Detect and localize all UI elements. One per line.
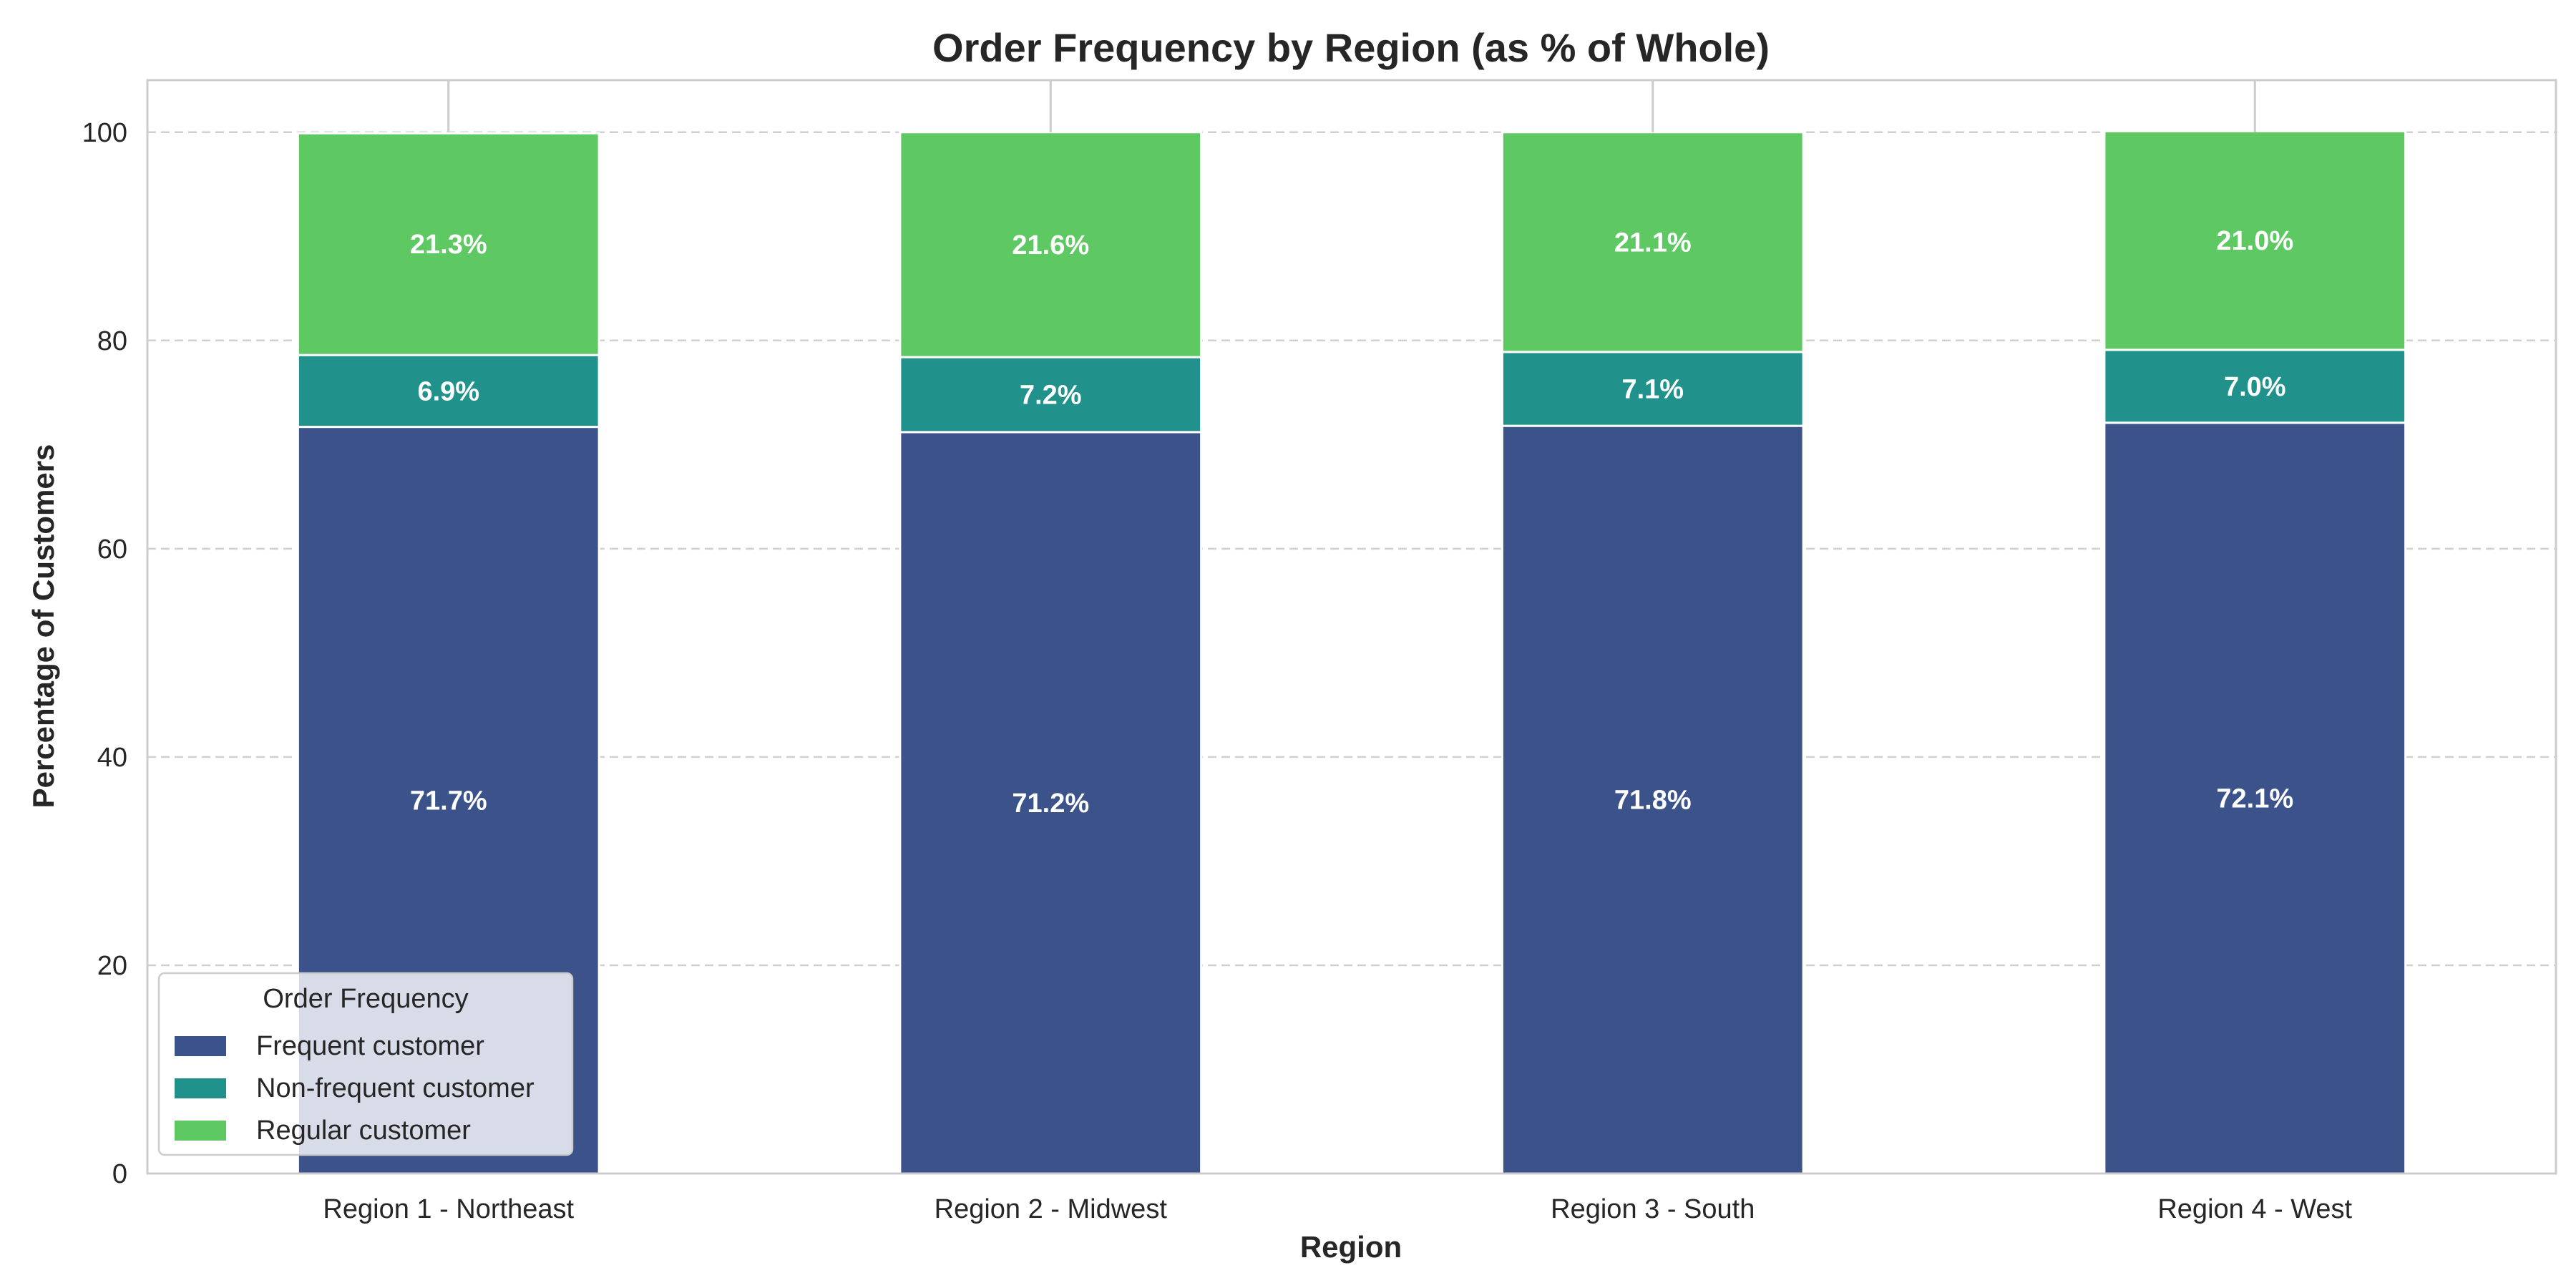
data-label: 21.0% bbox=[2216, 226, 2293, 256]
data-label: 7.1% bbox=[1621, 374, 1684, 404]
x-axis-ticks: Region 1 - Northeast Region 2 - Midwest Re… bbox=[323, 80, 2353, 1224]
x-axis-label: Region bbox=[1300, 1230, 1402, 1264]
legend-swatch bbox=[175, 1036, 226, 1056]
x-tick-label: Region 1 - Northeast bbox=[323, 1194, 574, 1224]
bar-segment bbox=[2103, 421, 2407, 1175]
legend-box bbox=[157, 972, 574, 1156]
data-label: 6.9% bbox=[417, 376, 479, 406]
y-tick-label: 100 bbox=[82, 118, 127, 148]
y-tick-label: 0 bbox=[112, 1159, 127, 1189]
legend-entry: Regular customer bbox=[256, 1116, 471, 1146]
bar-segment bbox=[1501, 131, 1805, 353]
y-tick-label: 40 bbox=[97, 743, 127, 773]
legend-title: Order Frequency bbox=[263, 984, 468, 1014]
legend-entry: Non-frequent customer bbox=[256, 1073, 535, 1103]
data-label: 71.8% bbox=[1614, 786, 1692, 816]
legend: Order Frequency Frequent customer Non-freq… bbox=[157, 972, 574, 1156]
bar-segment bbox=[296, 353, 600, 429]
bar-segment bbox=[296, 132, 600, 356]
bar-segment bbox=[2103, 130, 2407, 351]
y-tick-label: 60 bbox=[97, 535, 127, 565]
x-tick-label: Region 3 - South bbox=[1551, 1194, 1755, 1224]
data-label: 21.3% bbox=[410, 230, 487, 260]
chart-title: Order Frequency by Region (as % of Whole… bbox=[932, 25, 1770, 70]
data-label: 7.2% bbox=[1020, 380, 1082, 410]
data-label: 7.0% bbox=[2224, 372, 2286, 402]
data-label: 21.6% bbox=[1012, 230, 1089, 260]
y-tick-label: 20 bbox=[97, 951, 127, 981]
bar-segment bbox=[1501, 424, 1805, 1175]
y-axis-label: Percentage of Customers bbox=[26, 444, 60, 809]
data-label: 21.1% bbox=[1614, 228, 1692, 258]
y-tick-label: 80 bbox=[97, 326, 127, 356]
legend-swatch bbox=[175, 1078, 226, 1098]
plot-frame bbox=[146, 79, 2557, 1175]
legend-entry: Frequent customer bbox=[256, 1031, 484, 1061]
x-tick-label: Region 2 - Midwest bbox=[935, 1194, 1168, 1224]
legend-swatch bbox=[175, 1121, 226, 1141]
bar-segment bbox=[1501, 351, 1805, 427]
data-label: 71.7% bbox=[410, 786, 487, 816]
data-label: 71.2% bbox=[1012, 789, 1089, 819]
bars: 71.7% 6.9% 21.3% 71.2% 7.2% 21.6% 71.8% 7.1% 21.… bbox=[296, 130, 2407, 1175]
y-axis-ticks: 0 20 40 60 80 100 bbox=[82, 118, 127, 1189]
x-tick-label: Region 4 - West bbox=[2157, 1194, 2352, 1224]
data-label: 72.1% bbox=[2216, 784, 2293, 814]
